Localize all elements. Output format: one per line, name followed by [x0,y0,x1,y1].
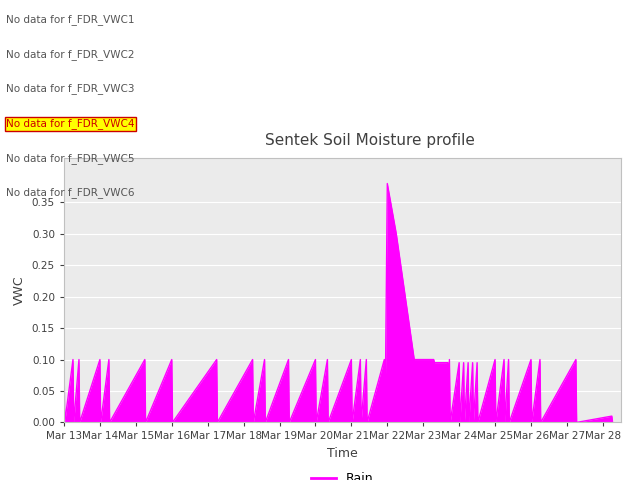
Title: Sentek Soil Moisture profile: Sentek Soil Moisture profile [266,133,475,148]
Text: No data for f_FDR_VWC4: No data for f_FDR_VWC4 [6,118,135,129]
Legend: Rain: Rain [306,467,379,480]
Y-axis label: VWC: VWC [13,276,26,305]
X-axis label: Time: Time [327,447,358,460]
Text: No data for f_FDR_VWC5: No data for f_FDR_VWC5 [6,153,135,164]
Text: No data for f_FDR_VWC6: No data for f_FDR_VWC6 [6,187,135,198]
Text: No data for f_FDR_VWC2: No data for f_FDR_VWC2 [6,49,135,60]
Text: No data for f_FDR_VWC1: No data for f_FDR_VWC1 [6,14,135,25]
Text: No data for f_FDR_VWC3: No data for f_FDR_VWC3 [6,84,135,95]
